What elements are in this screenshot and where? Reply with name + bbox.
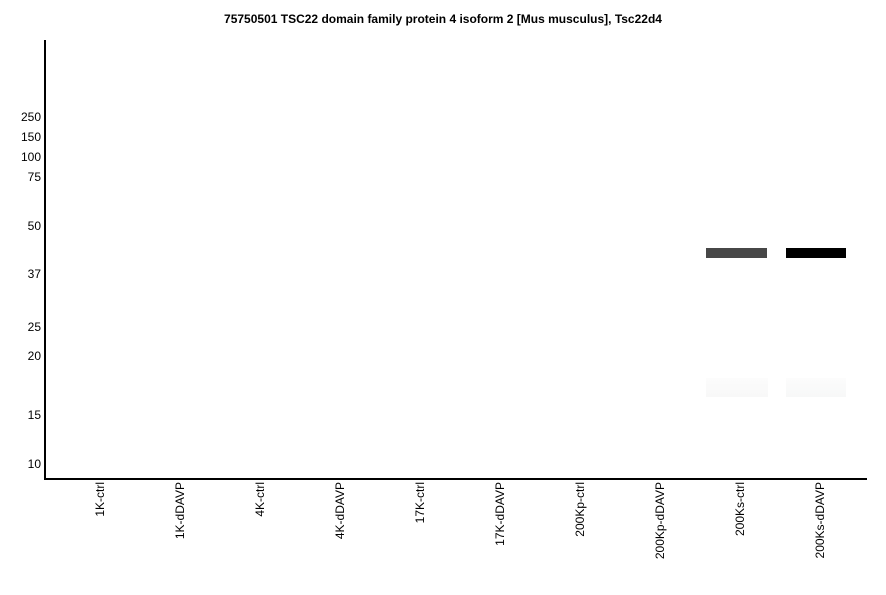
mw-marker-label-15: 15 xyxy=(27,408,41,422)
mw-marker-label-50: 50 xyxy=(27,219,41,233)
lane-label-1K-ctrl: 1K-ctrl xyxy=(93,482,107,517)
lane-label-17K-ctrl: 17K-ctrl xyxy=(413,482,427,524)
lane-label-4K-ctrl: 4K-ctrl xyxy=(253,482,267,517)
mw-marker-label-20: 20 xyxy=(27,349,41,363)
figure-title: 75750501 TSC22 domain family protein 4 i… xyxy=(224,12,662,26)
mw-marker-label-100: 100 xyxy=(20,150,41,164)
band-200Ks-ctrl-17kda xyxy=(706,378,768,397)
mw-marker-label-150: 150 xyxy=(20,130,41,144)
lane-label-200Ks-ctrl: 200Ks-ctrl xyxy=(733,482,747,537)
lane-label-17K-dDAVP: 17K-dDAVP xyxy=(493,482,507,546)
lane-label-200Ks-dDAVP: 200Ks-dDAVP xyxy=(813,482,827,559)
band-200Ks-ctrl-42kda xyxy=(706,248,767,258)
mw-marker-label-10: 10 xyxy=(27,457,41,471)
band-200Ks-dDAVP-17kda xyxy=(786,378,846,397)
mw-marker-label-250: 250 xyxy=(20,110,41,124)
lane-label-1K-dDAVP: 1K-dDAVP xyxy=(173,482,187,540)
lane-label-200Kp-ctrl: 200Kp-ctrl xyxy=(573,482,587,537)
band-200Ks-dDAVP-42kda xyxy=(786,248,846,258)
y-axis-line xyxy=(44,40,46,480)
mw-marker-label-75: 75 xyxy=(27,170,41,184)
mw-marker-label-25: 25 xyxy=(27,320,41,334)
mw-marker-label-37: 37 xyxy=(27,267,41,281)
x-axis-line xyxy=(44,478,867,480)
lane-label-4K-dDAVP: 4K-dDAVP xyxy=(333,482,347,540)
lane-label-200Kp-dDAVP: 200Kp-dDAVP xyxy=(653,482,667,560)
